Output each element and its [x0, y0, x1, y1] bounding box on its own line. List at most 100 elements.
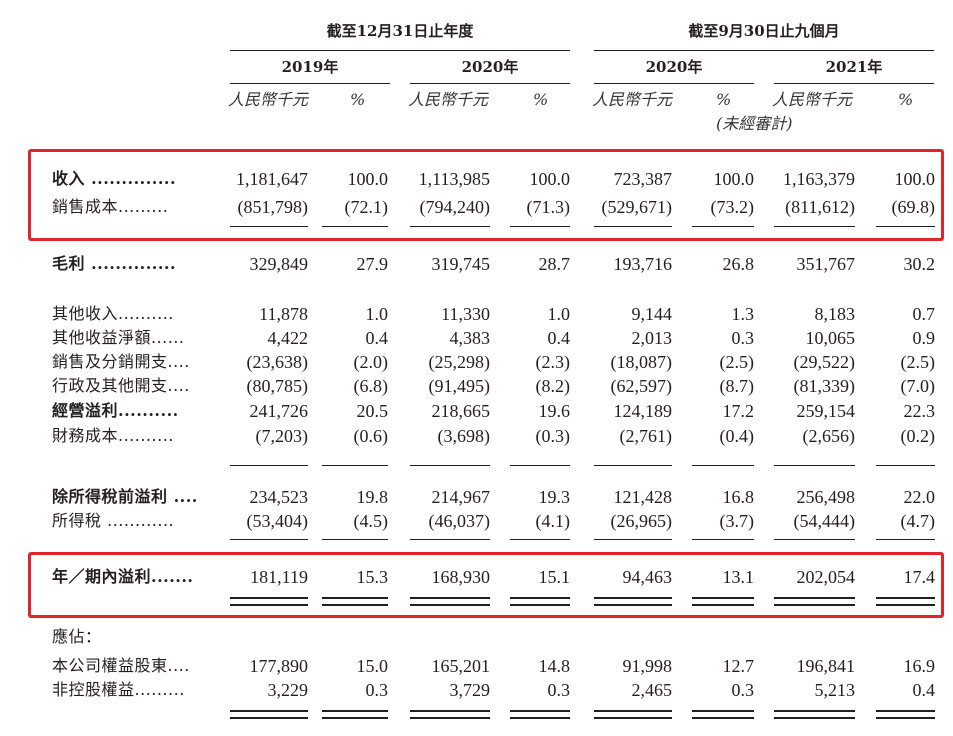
cell-value: (2.5) — [900, 352, 936, 372]
total-double-rule — [410, 597, 490, 606]
cell-value: (8.2) — [535, 376, 571, 396]
year-heading: 2021年 — [825, 58, 883, 76]
row-label: 應佔： — [52, 627, 102, 646]
cell-value: 94,463 — [622, 567, 673, 587]
total-double-rule — [774, 710, 855, 719]
cell-value: 100.0 — [894, 169, 936, 189]
cell-value: (71.3) — [526, 197, 571, 217]
unit-rmb-label: 人民幣千元 — [592, 90, 673, 109]
cell-value: 1,163,379 — [783, 169, 855, 189]
cell-value: (69.8) — [891, 197, 936, 217]
highlight-box-revenue — [28, 149, 944, 241]
total-double-rule — [876, 710, 935, 719]
cell-value: 723,387 — [613, 169, 673, 189]
subtotal-rule — [876, 539, 935, 540]
subtotal-rule — [322, 539, 388, 540]
cell-value: 17.2 — [722, 401, 755, 421]
cell-value: 30.2 — [903, 254, 936, 274]
cell-value: 121,428 — [613, 487, 673, 507]
total-double-rule — [510, 597, 570, 606]
subtotal-rule — [230, 465, 308, 466]
subtotal-rule — [322, 465, 388, 466]
cell-value: (7.0) — [900, 376, 936, 396]
cell-value: 196,841 — [796, 656, 856, 676]
cell-value: 234,523 — [249, 487, 309, 507]
cell-value: (23,638) — [246, 352, 309, 372]
cell-value: 15.1 — [538, 567, 571, 587]
cell-value: 4,422 — [267, 328, 309, 348]
cell-value: (8.7) — [719, 376, 755, 396]
cell-value: 28.7 — [538, 254, 571, 274]
subtotal-rule — [692, 465, 754, 466]
row-label: 除所得稅前溢利 .... — [52, 487, 198, 506]
cell-value: (73.2) — [710, 197, 755, 217]
cell-value: 14.8 — [538, 656, 571, 676]
row-label: 財務成本.......... — [52, 426, 174, 445]
cell-value: 100.0 — [713, 169, 755, 189]
cell-value: 2,013 — [631, 328, 673, 348]
year-rule — [410, 83, 570, 84]
cell-value: (6.8) — [353, 376, 389, 396]
cell-value: 16.9 — [903, 656, 936, 676]
cell-value: (0.6) — [353, 426, 389, 446]
year-rule — [230, 83, 390, 84]
subtotal-rule — [230, 539, 308, 540]
cell-value: 20.5 — [356, 401, 389, 421]
cell-value: (0.4) — [719, 426, 755, 446]
cell-value: (91,495) — [428, 376, 491, 396]
cell-value: 1.0 — [547, 304, 571, 324]
cell-value: 0.9 — [912, 328, 936, 348]
row-label: 收入 .............. — [52, 169, 177, 188]
cell-value: 13.1 — [722, 567, 755, 587]
cell-value: 5,213 — [814, 680, 856, 700]
cell-value: 12.7 — [722, 656, 755, 676]
cell-value: (3,698) — [437, 426, 491, 446]
subtotal-rule — [774, 465, 855, 466]
subtotal-rule — [692, 226, 754, 227]
cell-value: (2.5) — [719, 352, 755, 372]
cell-value: 319,745 — [431, 254, 491, 274]
year-rule — [594, 83, 754, 84]
cell-value: 8,183 — [814, 304, 856, 324]
cell-value: 4,383 — [449, 328, 491, 348]
cell-value: 3,229 — [267, 680, 309, 700]
cell-value: (4.1) — [535, 511, 571, 531]
total-double-rule — [322, 710, 388, 719]
year-heading: 2020年 — [645, 58, 703, 76]
cell-value: 1,181,647 — [236, 169, 308, 189]
cell-value: 27.9 — [356, 254, 389, 274]
cell-value: 256,498 — [796, 487, 856, 507]
cell-value: (7,203) — [255, 426, 309, 446]
cell-value: 181,119 — [250, 567, 308, 587]
subtotal-rule — [594, 465, 672, 466]
total-double-rule — [876, 597, 935, 606]
year-heading: 2019年 — [281, 58, 339, 76]
cell-value: 2,465 — [631, 680, 673, 700]
cell-value: 19.3 — [538, 487, 571, 507]
cell-value: (2,761) — [619, 426, 673, 446]
cell-value: 100.0 — [529, 169, 571, 189]
cell-value: 0.3 — [547, 680, 571, 700]
subtotal-rule — [410, 539, 490, 540]
cell-value: 91,998 — [622, 656, 673, 676]
cell-value: 0.4 — [547, 328, 571, 348]
row-label: 其他收入.......... — [52, 304, 174, 323]
cell-value: 193,716 — [613, 254, 673, 274]
row-label: 銷售成本......... — [52, 197, 169, 216]
cell-value: 11,878 — [259, 304, 308, 324]
subtotal-rule — [594, 539, 672, 540]
highlight-box-profit — [28, 552, 944, 618]
period-nine-months-heading: 截至9月30日止九個月 — [688, 22, 840, 40]
row-label: 其他收益淨額...... — [52, 328, 185, 347]
cell-value: 241,726 — [249, 401, 309, 421]
cell-value: 15.3 — [356, 567, 389, 587]
cell-value: 124,189 — [613, 401, 673, 421]
total-double-rule — [510, 710, 570, 719]
cell-value: 168,930 — [431, 567, 491, 587]
subtotal-rule — [774, 539, 855, 540]
cell-value: 351,767 — [796, 254, 856, 274]
period-year-heading: 截至12月31日止年度 — [326, 22, 474, 40]
cell-value: 0.4 — [912, 680, 936, 700]
cell-value: (529,671) — [601, 197, 673, 217]
cell-value: (53,404) — [246, 511, 309, 531]
